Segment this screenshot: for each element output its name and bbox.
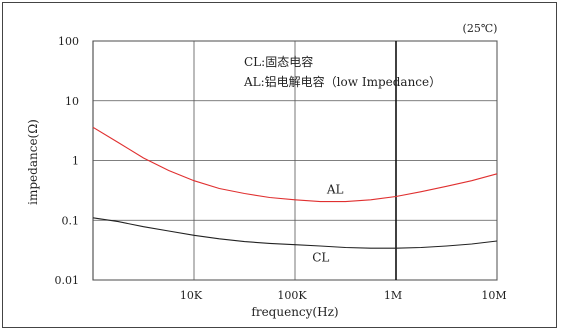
series-label-cl: CL bbox=[312, 250, 329, 264]
x-axis-label: frequency(Hz) bbox=[251, 305, 338, 319]
y-tick-label: 100 bbox=[58, 35, 79, 48]
legend-line-cl: CL:固态电容 bbox=[244, 54, 313, 69]
y-axis-label: impedance(Ω) bbox=[26, 119, 40, 205]
y-tick-label: 10 bbox=[65, 95, 79, 108]
chart-frame bbox=[2, 2, 557, 328]
temperature-note: (25℃) bbox=[463, 22, 498, 35]
y-tick-label: 0.1 bbox=[62, 214, 80, 227]
series-layer: AL CL bbox=[92, 126, 498, 264]
legend-line-al: AL:铝电解电容（low Impedance） bbox=[243, 74, 441, 89]
series-label-al: AL bbox=[326, 182, 344, 196]
series-line-cl bbox=[92, 217, 498, 249]
x-tick-label: 10K bbox=[180, 289, 203, 302]
x-tick-label: 100K bbox=[277, 289, 307, 302]
y-tick-label: 0.01 bbox=[55, 274, 80, 287]
tick-labels: 100 10 1 0.1 0.01 10K 100K 1M 10M bbox=[55, 35, 507, 302]
x-tick-label: 1M bbox=[384, 289, 402, 302]
grid bbox=[92, 40, 498, 281]
y-tick-label: 1 bbox=[72, 155, 79, 168]
x-tick-label: 10M bbox=[481, 289, 506, 302]
series-line-al bbox=[92, 126, 498, 203]
